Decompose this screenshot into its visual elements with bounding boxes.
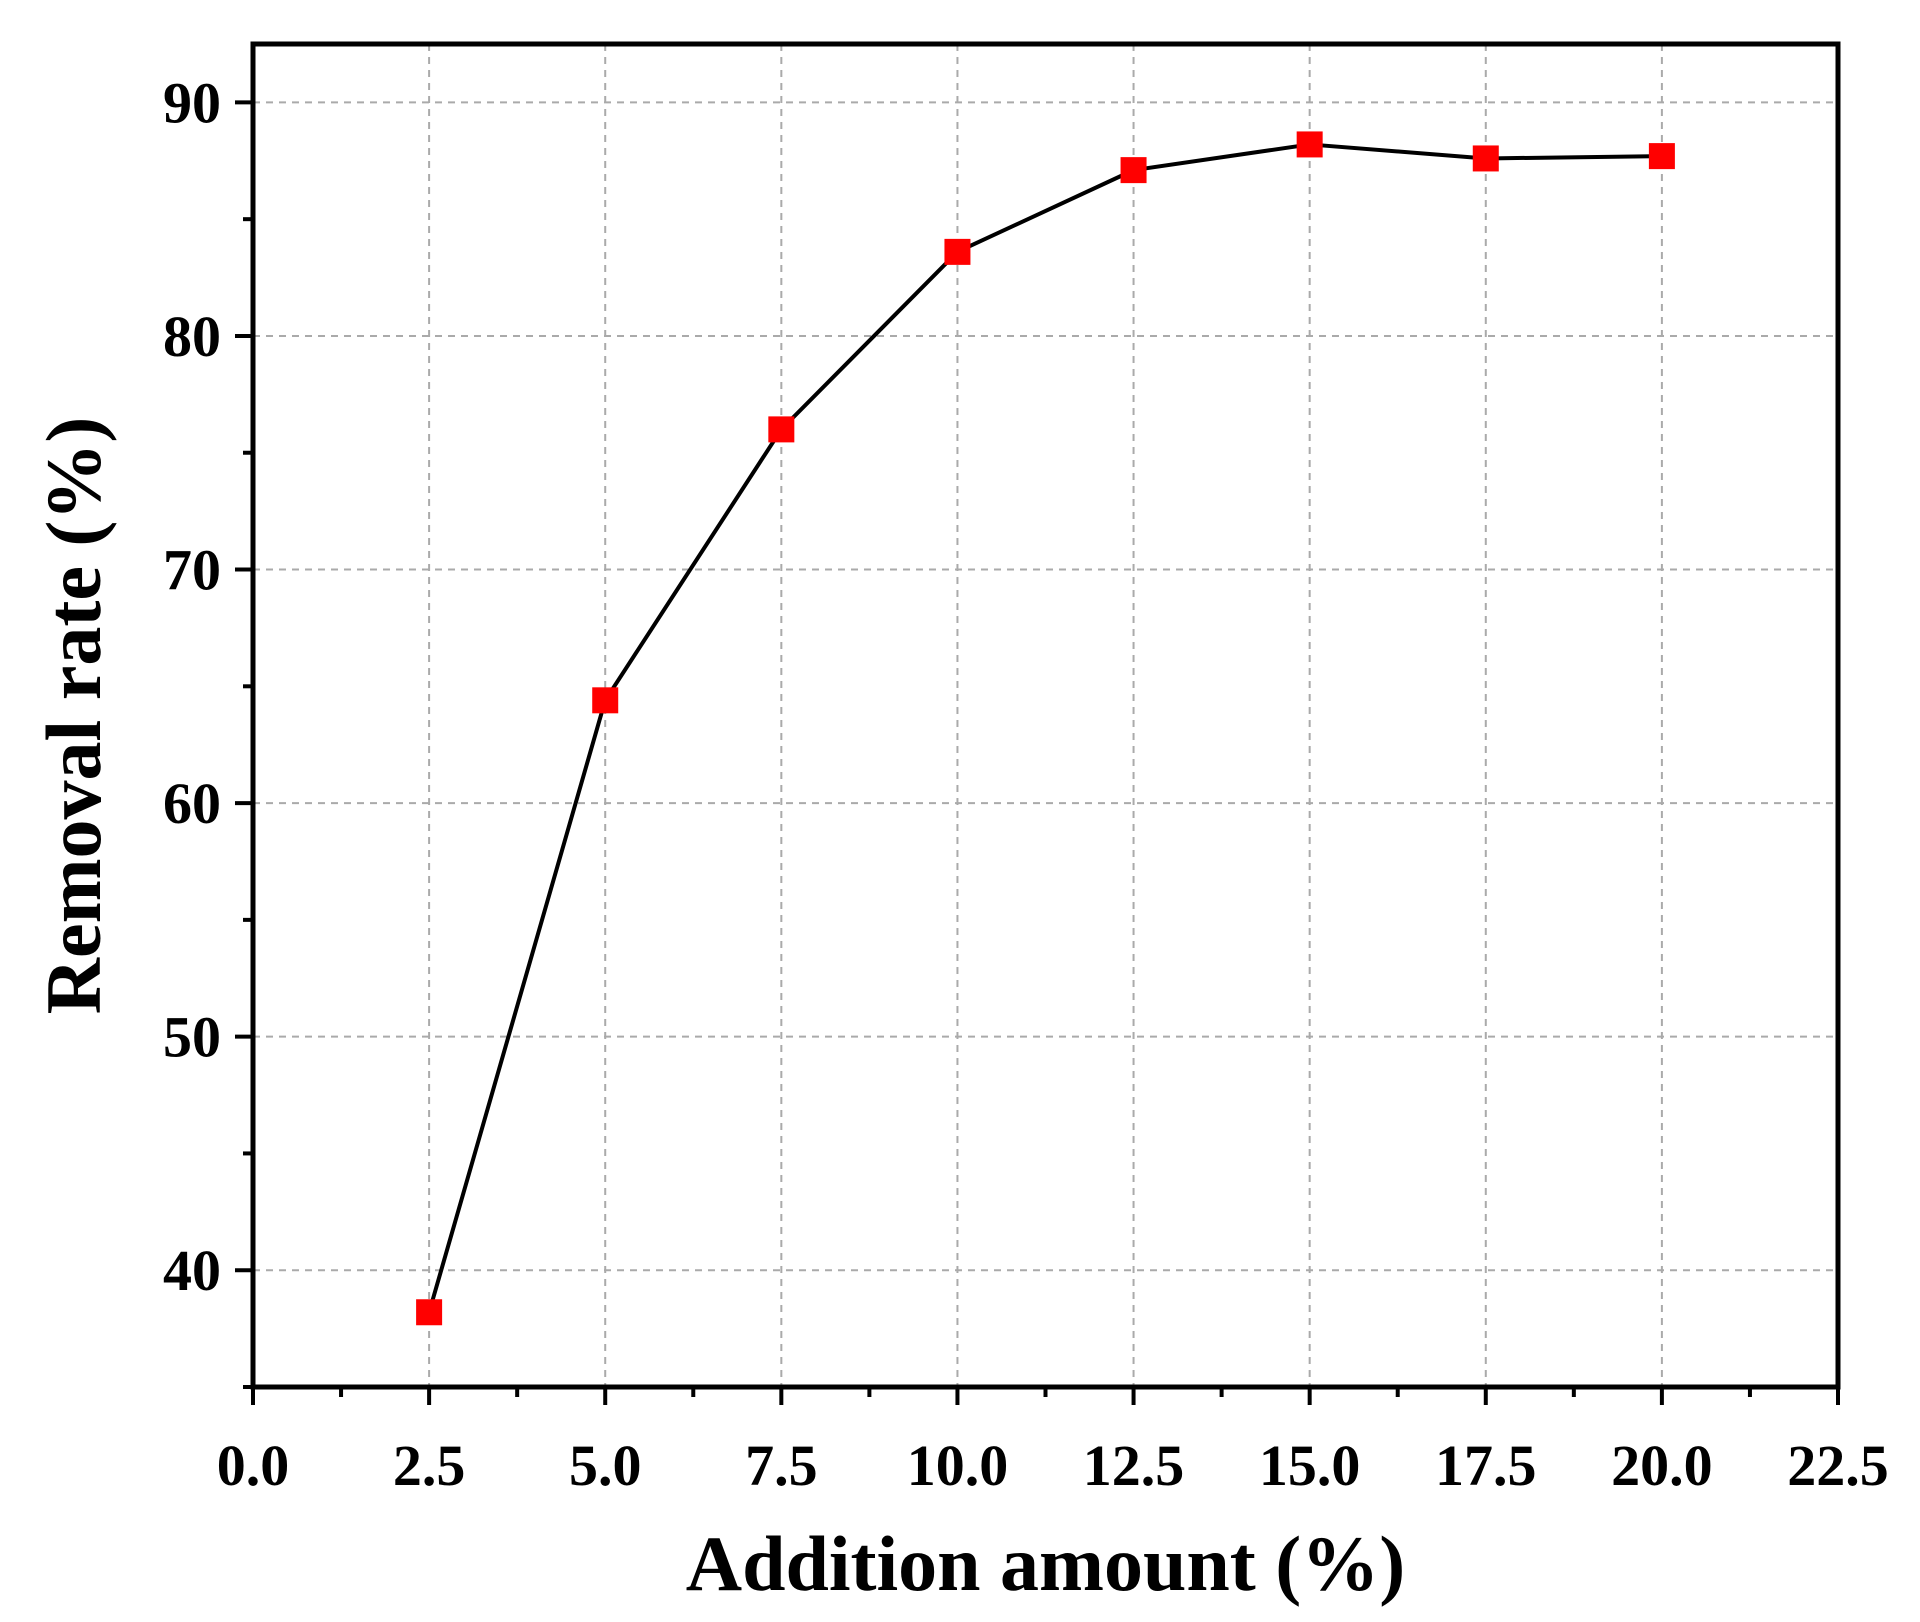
x-tick-label: 0.0 — [217, 1433, 290, 1498]
y-tick-labels: 40 50 60 70 80 90 — [163, 70, 221, 1303]
series-line — [427, 142, 1662, 1313]
x-tick-label: 17.5 — [1435, 1433, 1537, 1498]
y-tick-label: 50 — [163, 1005, 221, 1070]
x-tick-label: 5.0 — [569, 1433, 642, 1498]
x-tick-label: 7.5 — [745, 1433, 818, 1498]
x-tick-labels: 0.0 2.5 5.0 7.5 10.0 12.5 15.0 17.5 20.0 22.5 — [217, 1433, 1889, 1498]
data-point-marker — [768, 416, 795, 443]
data-point-marker — [944, 238, 971, 265]
plot-frame — [250, 41, 1841, 1390]
grid-lines — [253, 44, 1838, 1387]
x-axis-title: Addition amount (%) — [686, 1520, 1405, 1607]
y-tick-label: 80 — [163, 304, 221, 369]
x-tick-label: 20.0 — [1611, 1433, 1713, 1498]
x-tick-label: 10.0 — [907, 1433, 1009, 1498]
x-tick-label: 22.5 — [1787, 1433, 1889, 1498]
y-tick-label: 60 — [163, 771, 221, 836]
x-tick-label: 15.0 — [1259, 1433, 1361, 1498]
data-point-marker — [1296, 131, 1323, 158]
y-tick-label: 40 — [163, 1238, 221, 1303]
series-layer — [416, 131, 1675, 1326]
data-point-marker — [592, 687, 619, 714]
data-point-marker — [416, 1299, 443, 1326]
x-tick-label: 2.5 — [393, 1433, 466, 1498]
y-tick-label: 90 — [163, 70, 221, 135]
data-point-marker — [1472, 145, 1499, 172]
data-point-marker — [1648, 143, 1675, 170]
axis-ticks — [235, 100, 1840, 1405]
x-tick-label: 12.5 — [1083, 1433, 1185, 1498]
data-point-marker — [1120, 157, 1147, 184]
y-axis-title: Removal rate (%) — [30, 417, 117, 1015]
y-tick-label: 70 — [163, 538, 221, 603]
